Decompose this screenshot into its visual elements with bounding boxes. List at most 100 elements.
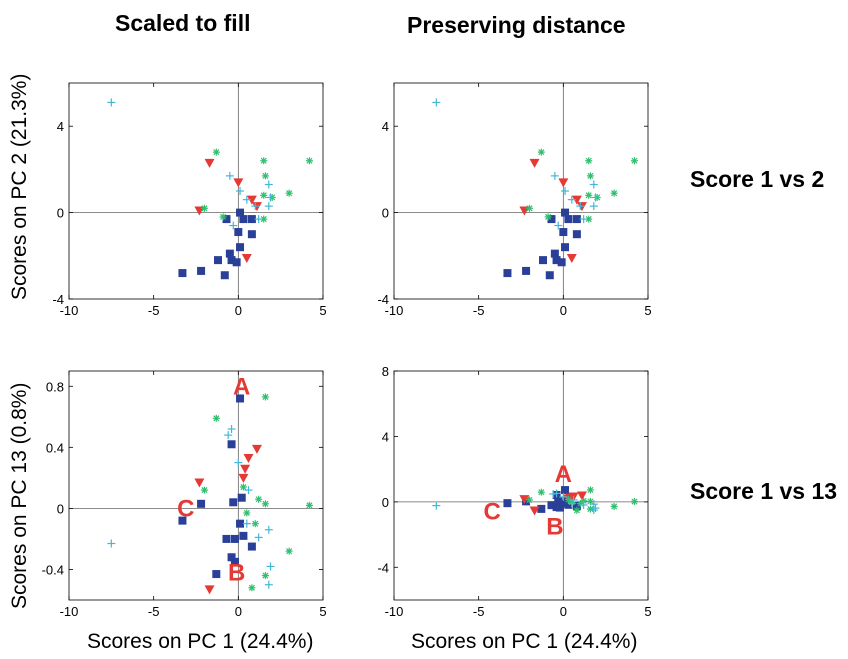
plus-point [107, 539, 116, 548]
square-point [545, 271, 554, 280]
square-point [197, 499, 206, 508]
plus-point [242, 195, 251, 204]
star-point [239, 483, 247, 491]
x-tick-label: 5 [319, 303, 326, 318]
plus-point [579, 500, 588, 509]
star-point [586, 172, 594, 180]
plus-point [569, 495, 578, 504]
x-tick-label: -10 [60, 604, 79, 619]
square-point [239, 215, 248, 224]
y-tick-label: 4 [57, 119, 64, 134]
square-point [557, 258, 566, 267]
star-point [630, 157, 638, 165]
panel-bottom-left: -10 -5 0 5 -0.4 0 0.4 0.8 A B C [42, 370, 327, 619]
triangle-point [571, 195, 582, 205]
column-title-scaled: Scaled to fill [115, 10, 251, 36]
y-tick-label: 4 [382, 429, 389, 444]
square-point [230, 534, 239, 543]
star-point [261, 500, 269, 508]
plus-point [244, 486, 253, 495]
plus-point [567, 195, 576, 204]
square-point [561, 486, 570, 495]
annotation-c: C [177, 495, 194, 522]
plus-point [589, 180, 598, 189]
triangle-point [566, 253, 577, 263]
triangle-point [558, 178, 569, 188]
x-tick-label: -10 [385, 303, 404, 318]
plus-point [589, 202, 598, 211]
square-point [222, 534, 231, 543]
y-tick-label: -4 [377, 560, 389, 575]
x-tick-label: 0 [235, 303, 242, 318]
plus-point [432, 98, 441, 107]
y-tick-label: 0.8 [46, 379, 64, 394]
star-point [305, 501, 313, 509]
star-point [630, 498, 638, 506]
annotation-b: B [228, 560, 245, 587]
square-point [236, 208, 245, 217]
square-point [564, 500, 573, 509]
square-point [236, 394, 245, 403]
y-tick-label: 0 [57, 501, 64, 516]
star-point [573, 506, 581, 514]
x-tick-label: -10 [385, 604, 404, 619]
star-point [585, 191, 593, 199]
triangle-point [194, 478, 205, 488]
y-tick-label: 0 [382, 495, 389, 510]
square-point [547, 215, 556, 224]
star-point [200, 204, 208, 212]
x-tick-label: 0 [235, 604, 242, 619]
plus-point [242, 519, 251, 528]
square-point [547, 501, 556, 510]
plus-point [591, 504, 600, 513]
triangle-point [204, 158, 215, 168]
square-point [220, 271, 229, 280]
x-tick-label: -5 [148, 303, 160, 318]
plus-point [264, 525, 273, 534]
square-point [564, 215, 573, 224]
star-point [260, 157, 268, 165]
plus-point [254, 533, 263, 542]
y-tick-label: -4 [52, 292, 64, 307]
plus-point [234, 458, 243, 467]
y-tick-label: 0 [57, 206, 64, 221]
plus-point [264, 180, 273, 189]
square-point [572, 501, 581, 510]
plot-frame [68, 370, 324, 601]
x-tick-label: 0 [560, 303, 567, 318]
square-point [230, 557, 239, 566]
square-point [247, 230, 256, 239]
y-tick-label: -0.4 [42, 562, 64, 577]
square-point [178, 516, 187, 525]
y-tick-label: 4 [382, 119, 389, 134]
panel-bottom-right: -10 -5 0 5 -4 0 4 8 AB C [377, 364, 651, 619]
x-tick-label: -5 [473, 303, 485, 318]
star-point [219, 213, 227, 221]
plus-point [254, 215, 263, 224]
square-point [572, 215, 581, 224]
square-point [227, 440, 236, 449]
triangle-point [246, 195, 257, 205]
y-tick-label: 8 [382, 364, 389, 379]
square-point [227, 553, 236, 562]
square-point [503, 499, 512, 508]
plot-frame [393, 370, 649, 601]
square-point [236, 243, 245, 252]
triangle-point [251, 444, 262, 454]
square-point [247, 542, 256, 551]
triangle-point [529, 158, 540, 168]
plus-point [266, 193, 275, 202]
plus-point [591, 193, 600, 202]
square-point [537, 504, 546, 513]
plus-point [264, 580, 273, 589]
square-point [572, 230, 581, 239]
row-label-score-1-vs-2: Score 1 vs 2 [690, 166, 825, 192]
star-point [586, 505, 594, 513]
star-point [200, 486, 208, 494]
triangle-point [238, 473, 249, 483]
panel-top-left: -10 -5 0 5 -4 0 4 [52, 82, 327, 318]
star-point [610, 502, 618, 510]
star-point [243, 509, 251, 517]
star-point [544, 213, 552, 221]
x-axis-label-left: Scores on PC 1 (24.4%) [87, 630, 314, 653]
